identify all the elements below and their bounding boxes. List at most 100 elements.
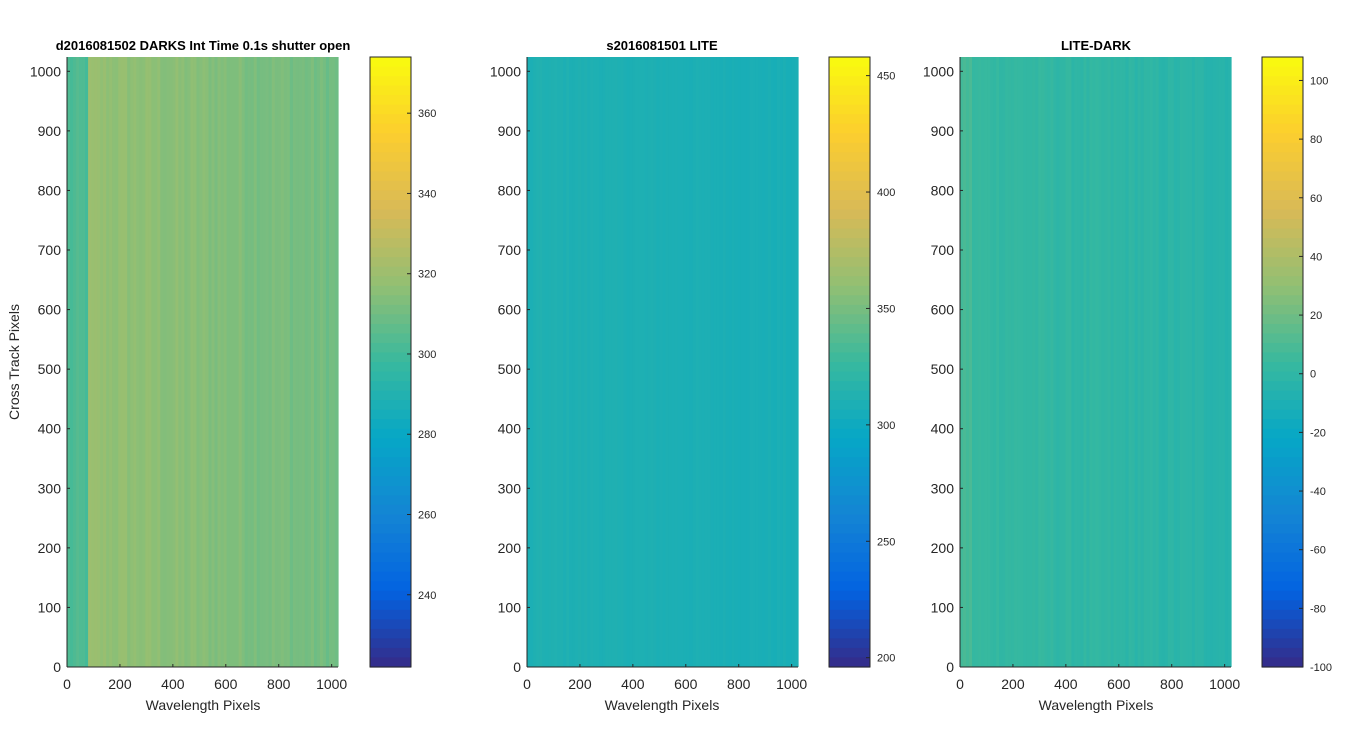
colorbar-band bbox=[1262, 543, 1303, 554]
heatmap-column bbox=[731, 57, 736, 667]
heatmap-column bbox=[620, 57, 624, 667]
heatmap-column bbox=[785, 57, 790, 667]
heatmap-column bbox=[1140, 57, 1145, 667]
heatmap-column bbox=[289, 57, 294, 667]
colorbar-band bbox=[829, 199, 870, 211]
heatmap-column bbox=[97, 57, 101, 667]
heatmap-column bbox=[211, 57, 216, 667]
heatmap-column bbox=[271, 57, 276, 667]
colorbar-band bbox=[829, 295, 870, 306]
heatmap-column bbox=[698, 57, 703, 667]
colorbar-band bbox=[370, 228, 411, 239]
colorbar-band bbox=[370, 219, 411, 230]
colorbar-band bbox=[1262, 314, 1303, 325]
colorbar-band bbox=[829, 142, 870, 153]
heatmap-column bbox=[972, 57, 976, 667]
colorbar-band bbox=[370, 209, 411, 220]
y-tick-label: 800 bbox=[498, 182, 522, 198]
colorbar-tick-label: 400 bbox=[877, 187, 895, 199]
colorbar-band bbox=[1262, 114, 1303, 125]
colorbar-band bbox=[1262, 619, 1303, 630]
heatmap-column bbox=[1170, 57, 1175, 667]
y-tick-label: 900 bbox=[498, 123, 522, 139]
y-tick-label: 100 bbox=[931, 599, 955, 615]
heatmap-column bbox=[788, 57, 793, 667]
heatmap-column bbox=[584, 57, 588, 667]
heatmap-column bbox=[238, 57, 243, 667]
heatmap-column bbox=[1110, 57, 1115, 667]
x-tick-label: 600 bbox=[1107, 676, 1131, 692]
colorbar-band bbox=[829, 419, 870, 430]
colorbar-band bbox=[1262, 209, 1303, 220]
colorbar-band bbox=[1262, 304, 1303, 315]
heatmap-column bbox=[773, 57, 778, 667]
y-tick-label: 600 bbox=[498, 302, 522, 318]
y-tick-label: 700 bbox=[931, 242, 955, 258]
heatmap-column bbox=[758, 57, 763, 667]
colorbar-band bbox=[1262, 323, 1303, 335]
heatmap-column bbox=[1149, 57, 1154, 667]
heatmap-column bbox=[1035, 57, 1039, 667]
colorbar-band bbox=[1262, 342, 1303, 354]
colorbar-band bbox=[370, 438, 411, 449]
heatmap-column bbox=[328, 57, 333, 667]
heatmap-column bbox=[121, 57, 125, 667]
colorbar-band bbox=[1262, 362, 1303, 373]
colorbar-band bbox=[1262, 609, 1303, 620]
colorbar-band bbox=[829, 266, 870, 277]
heatmap-column bbox=[662, 57, 667, 667]
heatmap-column bbox=[530, 57, 534, 667]
colorbar-band bbox=[370, 476, 411, 487]
colorbar-band bbox=[370, 590, 411, 601]
colorbar-band bbox=[829, 495, 870, 506]
heatmap-column bbox=[94, 57, 98, 667]
colorbar-band bbox=[1262, 161, 1303, 172]
colorbar-band bbox=[370, 371, 411, 382]
heatmap-column bbox=[578, 57, 582, 667]
colorbar-band bbox=[829, 123, 870, 134]
heatmap-column bbox=[689, 57, 694, 667]
heatmap-column bbox=[1113, 57, 1118, 667]
heatmap-column bbox=[205, 57, 210, 667]
x-tick-label: 200 bbox=[1001, 676, 1025, 692]
heatmap-column bbox=[734, 57, 739, 667]
y-tick-label: 700 bbox=[498, 242, 522, 258]
heatmap-column bbox=[268, 57, 273, 667]
heatmap-column bbox=[259, 57, 264, 667]
y-tick-label: 600 bbox=[931, 302, 955, 318]
y-tick-label: 500 bbox=[931, 361, 955, 377]
colorbar-band bbox=[1262, 123, 1303, 134]
y-tick-label: 900 bbox=[931, 123, 955, 139]
heatmap-column bbox=[226, 57, 231, 667]
heatmap-column bbox=[1167, 57, 1172, 667]
y-axis-label: Cross Track Pixels bbox=[6, 304, 22, 420]
heatmap-column bbox=[536, 57, 540, 667]
heatmap-column bbox=[617, 57, 621, 667]
heatmap-column bbox=[599, 57, 603, 667]
heatmap-image bbox=[960, 57, 1232, 667]
heatmap-column bbox=[310, 57, 315, 667]
x-tick-label: 800 bbox=[727, 676, 751, 692]
heatmap-column bbox=[199, 57, 204, 667]
colorbar-tick-label: 250 bbox=[877, 536, 895, 548]
heatmap-column bbox=[1053, 57, 1057, 667]
colorbar-band bbox=[370, 638, 411, 649]
heatmap-column bbox=[124, 57, 128, 667]
heatmap-column bbox=[91, 57, 95, 667]
colorbar-band bbox=[370, 190, 411, 201]
heatmap-column bbox=[220, 57, 225, 667]
heatmap-column bbox=[1125, 57, 1130, 667]
colorbar-band bbox=[1262, 476, 1303, 487]
colorbar-band bbox=[829, 323, 870, 335]
colorbar-band bbox=[1262, 199, 1303, 211]
heatmap-column bbox=[100, 57, 104, 667]
colorbar-band bbox=[370, 104, 411, 115]
chart-title: s2016081501 LITE bbox=[606, 38, 718, 53]
colorbar-band bbox=[370, 352, 411, 363]
heatmap-column bbox=[1143, 57, 1148, 667]
panel-lite-minus-dark: 0 200 400 600 800 100001002003004005006007008… bbox=[923, 38, 1332, 713]
heatmap-column bbox=[1182, 57, 1187, 667]
colorbar-band bbox=[370, 247, 411, 258]
heatmap-image bbox=[527, 57, 799, 667]
